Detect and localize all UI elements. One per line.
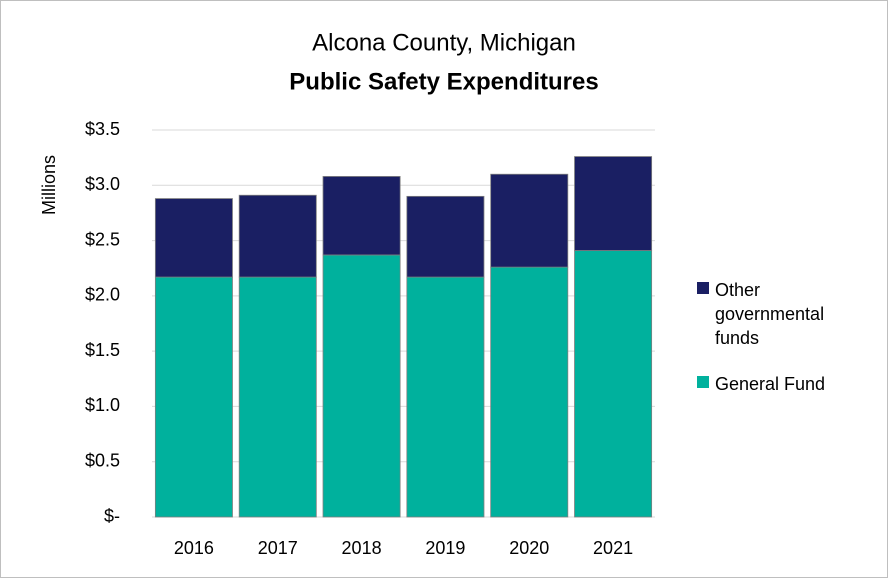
bar-segment	[406, 276, 485, 518]
legend-label: Other governmental funds	[715, 280, 825, 348]
bar-segment	[238, 194, 317, 278]
bar-segment	[154, 198, 233, 278]
legend: Other governmental funds General Fund	[697, 278, 867, 418]
x-tick-label: 2016	[174, 538, 214, 558]
legend-swatch	[697, 282, 709, 294]
bar-segment	[406, 195, 485, 278]
chart-title: Alcona County, Michigan	[312, 29, 576, 56]
bar-segment	[574, 156, 653, 251]
legend-swatch	[697, 376, 709, 388]
x-tick-label: 2018	[342, 538, 382, 558]
y-axis-label: Millions	[39, 155, 59, 215]
y-tick-label: $2.5	[85, 229, 120, 249]
legend-label: General Fund	[715, 374, 826, 394]
chart-subtitle: Public Safety Expenditures	[289, 68, 598, 95]
x-tick-label: 2021	[593, 538, 633, 558]
x-tick-label: 2020	[509, 538, 549, 558]
y-tick-label: $0.5	[85, 450, 120, 470]
y-tick-label: $2.0	[85, 285, 120, 305]
bar-segment	[490, 173, 569, 268]
legend-item: Other governmental funds	[697, 278, 867, 350]
bar-segment	[238, 276, 317, 518]
y-tick-label: $-	[104, 506, 120, 526]
bar-segment	[322, 176, 401, 256]
bar-segment	[154, 276, 233, 518]
bar-segment	[490, 266, 569, 518]
y-tick-label: $3.5	[85, 119, 120, 139]
y-tick-label: $1.5	[85, 340, 120, 360]
bar-segment	[574, 250, 653, 518]
y-tick-label: $3.0	[85, 174, 120, 194]
bar-segment	[322, 254, 401, 518]
y-tick-label: $1.0	[85, 395, 120, 415]
x-tick-label: 2017	[258, 538, 298, 558]
legend-item: General Fund	[697, 372, 867, 396]
x-tick-label: 2019	[425, 538, 465, 558]
